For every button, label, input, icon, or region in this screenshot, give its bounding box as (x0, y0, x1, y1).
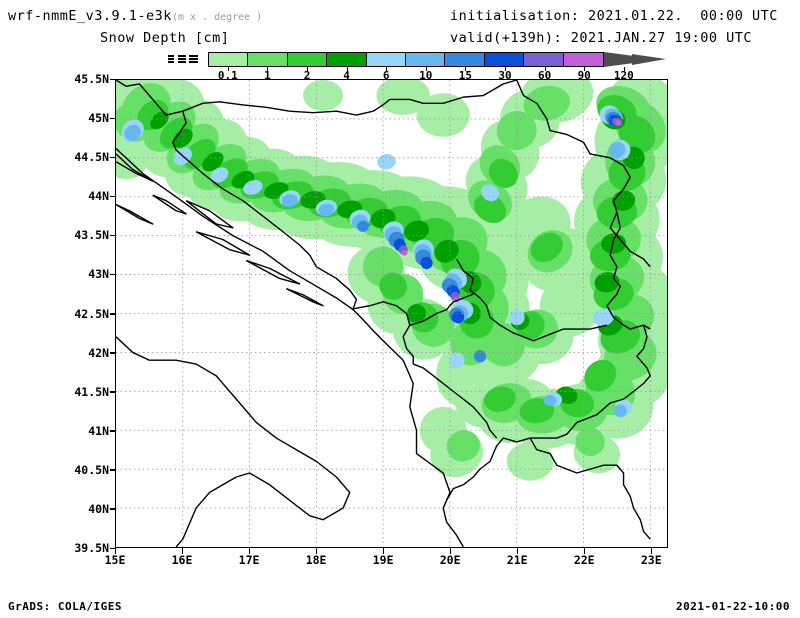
snow-depth-map (116, 80, 667, 547)
x-axis-tick (449, 548, 452, 554)
y-axis-label-45N: 45N (88, 111, 109, 126)
colorbar-label-90: 90 (577, 69, 591, 82)
y-axis-tick (110, 508, 116, 510)
y-axis-tick (110, 469, 116, 471)
colorbar-legend: 0.1 1 2 4 6 10 15 30 60 90 120 (168, 50, 668, 82)
colorbar-tick-labels: 0.1 1 2 4 6 10 15 30 60 90 120 (168, 69, 668, 82)
colorbar-label-2: 2 (303, 69, 311, 82)
colorbar-swatch-30 (484, 53, 525, 66)
x-axis-tick (650, 548, 653, 554)
colorbar-label-0.1: 0.1 (217, 69, 238, 82)
y-axis-label-40.5N: 40.5N (74, 462, 109, 477)
colorbar-swatch-2 (287, 53, 328, 66)
colorbar-swatch-15 (445, 53, 485, 66)
x-axis-tick (516, 548, 519, 554)
colorbar-swatch-6 (366, 53, 407, 66)
y-axis-tick (110, 78, 116, 80)
y-axis-tick (110, 391, 116, 393)
model-title: wrf-nmmE_v3.9.1-e3k(m x . degree ) (8, 8, 262, 24)
initialisation-time: initialisation: 2021.01.22. 00:00 UTC (450, 8, 778, 24)
colorbar-swatch-4 (327, 53, 367, 66)
x-axis-tick (181, 548, 184, 554)
y-axis-tick (110, 430, 116, 432)
x-axis-tick (382, 548, 385, 554)
y-axis-tick (110, 273, 116, 276)
y-axis-label-43.5N: 43.5N (74, 228, 109, 243)
x-axis-tick (583, 548, 586, 554)
colorbar-label-6: 6 (382, 69, 390, 82)
colorbar-label-15: 15 (458, 69, 473, 82)
colorbar-swatch-1 (248, 53, 288, 66)
x-axis-label-18E: 18E (305, 553, 327, 567)
x-axis-label-19E: 19E (372, 553, 394, 567)
colorbar-label-1: 1 (264, 69, 271, 82)
y-axis-label-42.5N: 42.5N (74, 306, 109, 321)
y-axis-label-39.5N: 39.5N (74, 541, 109, 555)
colorbar-overflow-arrow-icon (604, 52, 666, 67)
colorbar-swatch-60 (524, 53, 564, 66)
colorbar-swatches (208, 52, 604, 67)
colorbar-label-4: 4 (343, 69, 350, 82)
colorbar-swatch-90 (563, 53, 604, 66)
model-name: wrf-nmmE_v3.9.1-e3k (8, 8, 172, 24)
x-axis-label-17E: 17E (238, 553, 260, 567)
y-axis-label-41N: 41N (88, 423, 109, 438)
x-axis-tick (248, 548, 251, 554)
colorbar-label-120: 120 (613, 69, 634, 82)
colorbar-swatch-0.1 (209, 53, 249, 66)
model-suffix: (m x . degree ) (171, 12, 263, 23)
colorbar-label-30: 30 (498, 69, 512, 82)
x-axis-tick (315, 548, 318, 554)
y-axis-tick (110, 156, 116, 159)
x-axis-label-22E: 22E (573, 553, 595, 567)
y-axis-label-41.5N: 41.5N (74, 384, 109, 399)
y-axis-label-40N: 40N (88, 501, 109, 516)
y-axis-tick (110, 195, 116, 198)
y-axis-tick (110, 352, 116, 354)
y-axis-label-43N: 43N (88, 267, 109, 282)
x-axis-tick (114, 548, 116, 554)
y-axis-label-45.5N: 45.5N (74, 72, 109, 86)
colorbar-label-10: 10 (419, 69, 433, 82)
x-axis-label-21E: 21E (506, 553, 528, 567)
y-axis-tick (110, 547, 116, 549)
y-axis-label-42N: 42N (88, 345, 109, 360)
colorbar-swatch-10 (406, 53, 446, 66)
map-plot-area[interactable] (115, 79, 668, 548)
colorbar-label-60: 60 (537, 69, 552, 82)
y-axis-tick (110, 234, 116, 237)
x-axis-label-15E: 15E (104, 553, 126, 567)
below-threshold-hatch-icon (168, 53, 204, 66)
x-axis-label-20E: 20E (439, 553, 461, 567)
y-axis-label-44N: 44N (88, 189, 109, 204)
y-axis-tick (110, 117, 116, 120)
y-axis-tick (110, 313, 116, 315)
grads-credit: GrADS: COLA/IGES (8, 600, 122, 613)
page-title: Snow Depth [cm] (100, 30, 230, 46)
x-axis-label-16E: 16E (171, 553, 193, 567)
render-timestamp: 2021-01-22-10:00 (676, 600, 790, 613)
y-axis-label-44.5N: 44.5N (74, 150, 109, 165)
x-axis-label-23E: 23E (640, 553, 662, 567)
valid-time: valid(+139h): 2021.JAN.27 19:00 UTC (450, 30, 752, 46)
